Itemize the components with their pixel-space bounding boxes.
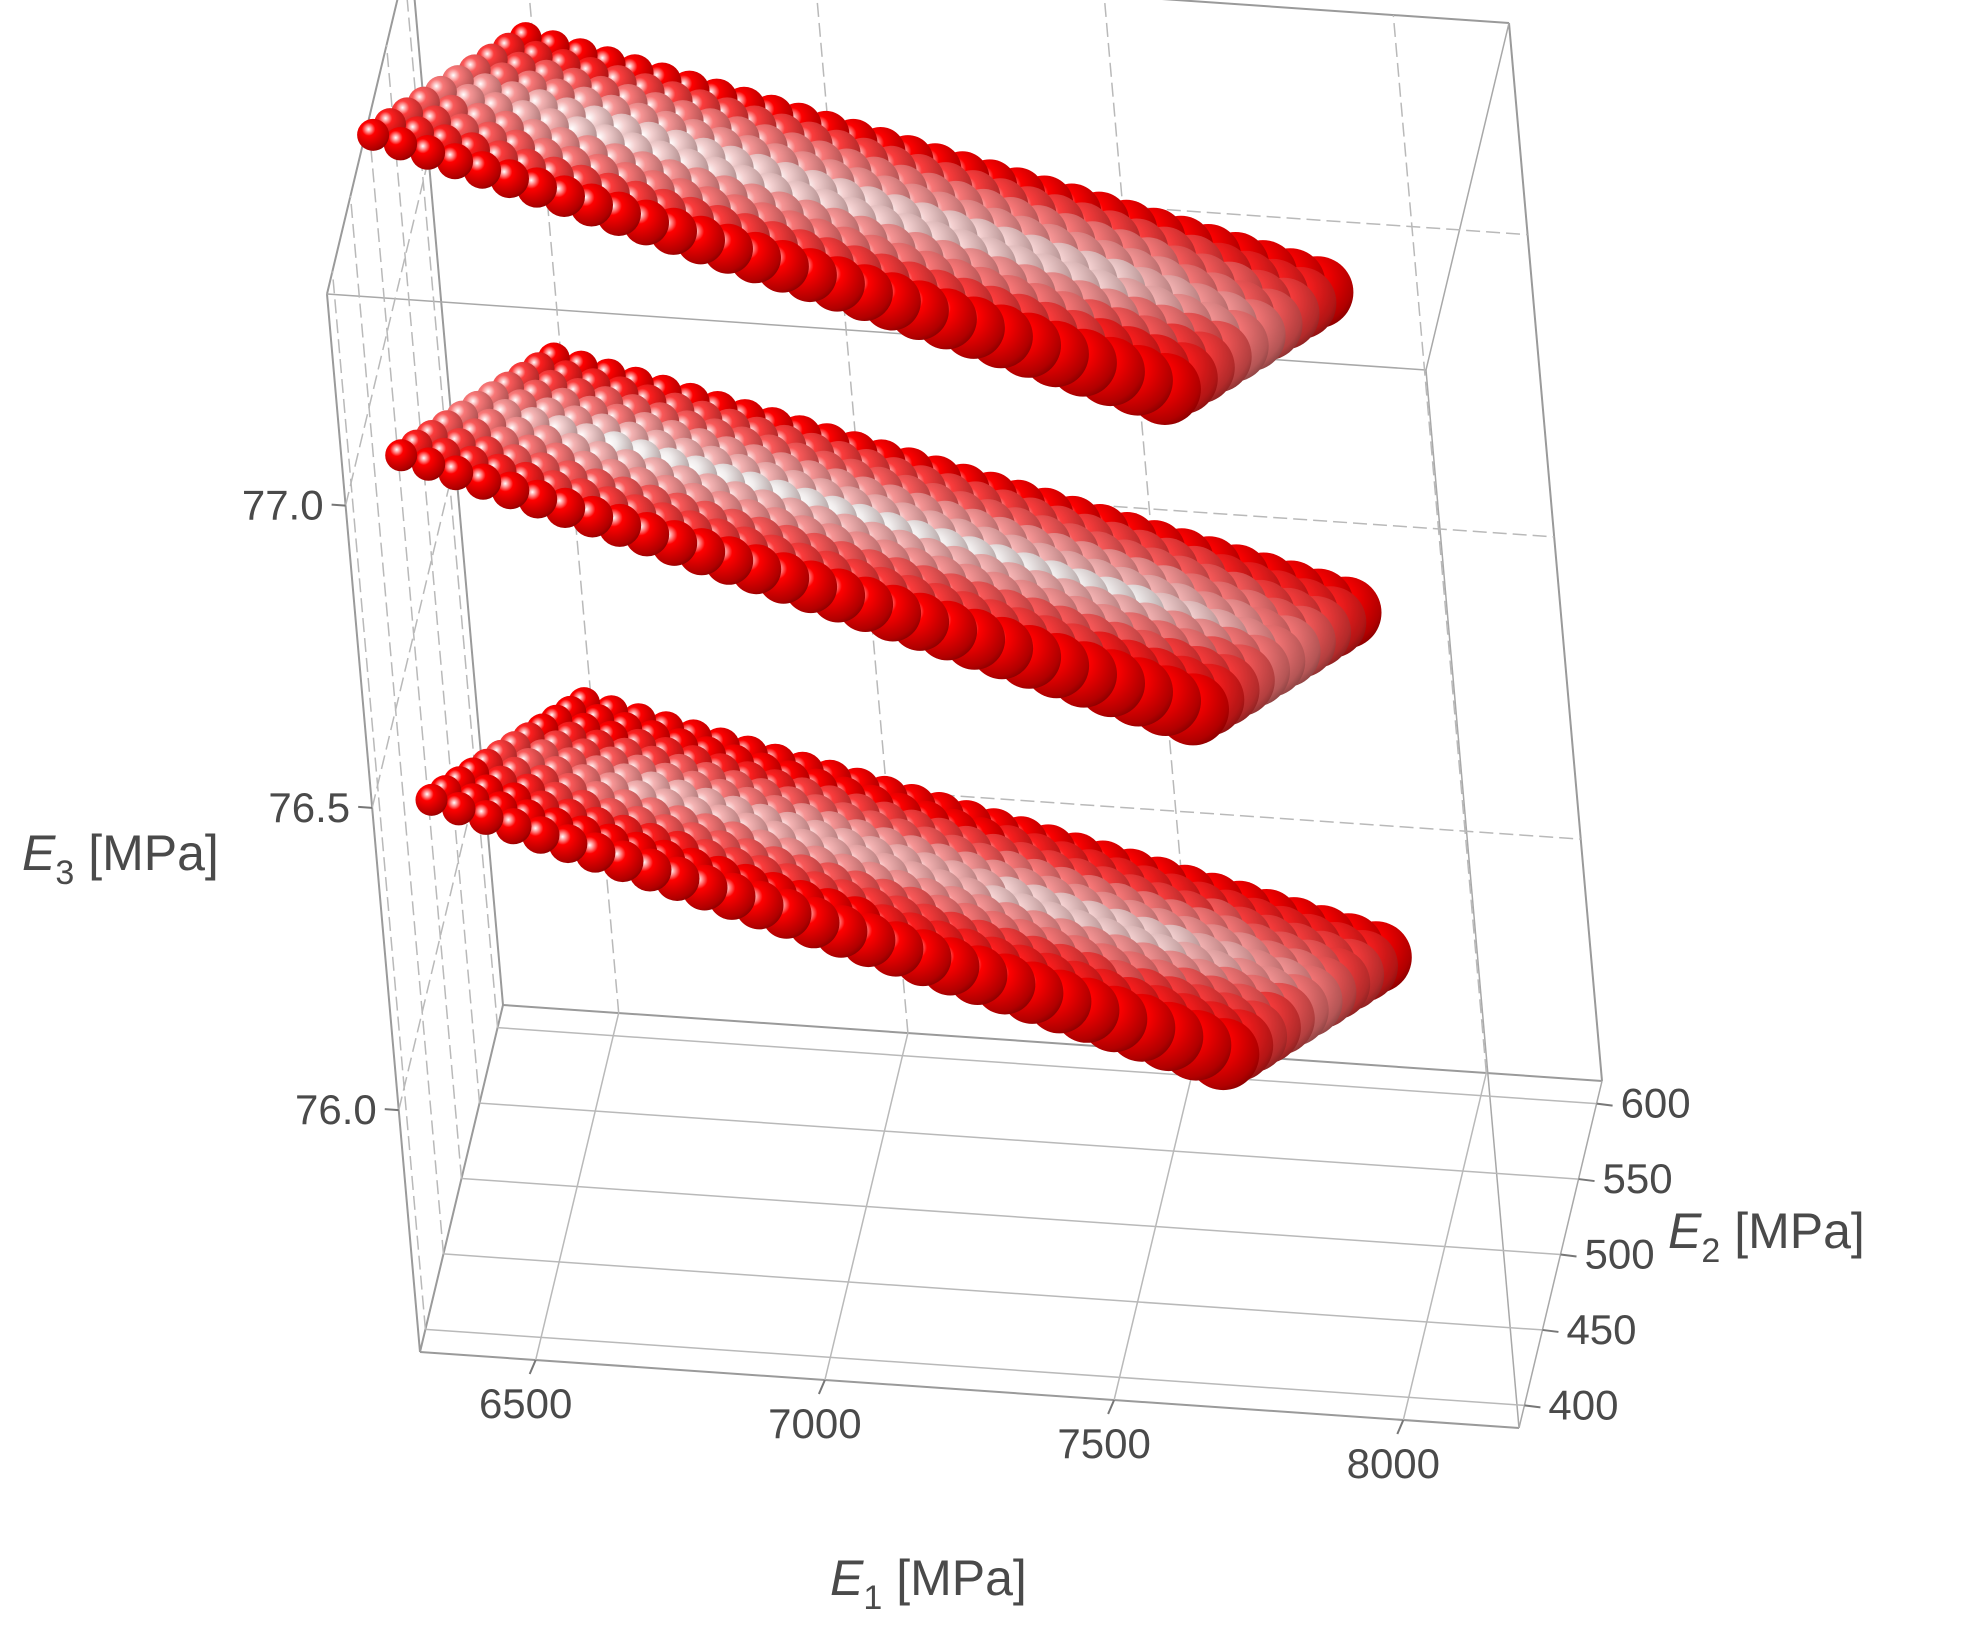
box-edge (326, 293, 421, 1353)
y-tick-mark (1560, 1253, 1577, 1258)
gridline (497, 1026, 1597, 1105)
y-tick-label: 550 (1603, 1155, 1673, 1202)
layer-2 (385, 342, 1382, 746)
box-edge (1425, 369, 1520, 1429)
z-axis-label: E3 [MPa] (22, 825, 219, 892)
gridline (1392, 14, 1488, 1074)
gridline (479, 1102, 1579, 1180)
data-point (383, 127, 418, 161)
gridline (461, 1177, 1561, 1256)
y-axis-label: E2 [MPa] (1668, 1203, 1865, 1270)
x-tick-mark (1396, 1419, 1405, 1435)
data-point (410, 135, 446, 170)
y-tick-mark (1524, 1404, 1541, 1409)
tick-labels: 6500 7000 7500 8000 400 450 500 550 600 76.0 76.5 7… (242, 482, 1691, 1487)
z-tick-mark (384, 1108, 399, 1112)
gridline (425, 1328, 1525, 1407)
data-point (415, 783, 448, 816)
y-tick-label: 450 (1566, 1306, 1636, 1353)
gridline (331, 271, 427, 1330)
data-points (357, 22, 1412, 1091)
y-tick-mark (1596, 1102, 1613, 1107)
y-tick-mark (1578, 1178, 1595, 1183)
x-tick-label: 6500 (479, 1380, 572, 1427)
z-tick-label: 76.0 (295, 1086, 377, 1133)
z-tick-label: 76.5 (268, 784, 350, 831)
layer-3 (415, 687, 1412, 1091)
data-point (385, 439, 418, 472)
gridline (349, 195, 445, 1255)
z-tick-label: 77.0 (242, 482, 324, 529)
box-edge (419, 1351, 1520, 1429)
layer-1 (357, 22, 1354, 425)
x-axis-label: E1 [MPa] (830, 1550, 1027, 1617)
z-tick-mark (331, 503, 346, 507)
x-tick-mark (1107, 1399, 1116, 1415)
x-tick-mark (817, 1379, 826, 1395)
box-edge (1425, 22, 1510, 371)
y-tick-label: 600 (1621, 1080, 1691, 1127)
data-point (468, 800, 504, 835)
x-tick-label: 7000 (768, 1400, 861, 1447)
x-tick-label: 7500 (1057, 1420, 1150, 1467)
data-point (442, 792, 476, 826)
box-edge (1161, 0, 1510, 24)
data-point (438, 455, 474, 491)
x-tick-mark (528, 1359, 537, 1375)
z-tick-mark (358, 805, 373, 809)
box-edge (1508, 22, 1603, 1082)
gridline (443, 1253, 1543, 1331)
y-tick-label: 400 (1548, 1381, 1618, 1428)
box-edge (502, 1004, 1603, 1082)
y-tick-mark (1542, 1328, 1559, 1333)
data-point (357, 118, 390, 151)
y-tick-label: 500 (1585, 1231, 1655, 1278)
gridline (367, 120, 463, 1179)
x-tick-label: 8000 (1347, 1440, 1440, 1487)
data-point (436, 143, 474, 180)
gridline (385, 44, 481, 1104)
data-point (465, 463, 502, 500)
data-point (411, 447, 446, 481)
data-point (495, 808, 532, 845)
